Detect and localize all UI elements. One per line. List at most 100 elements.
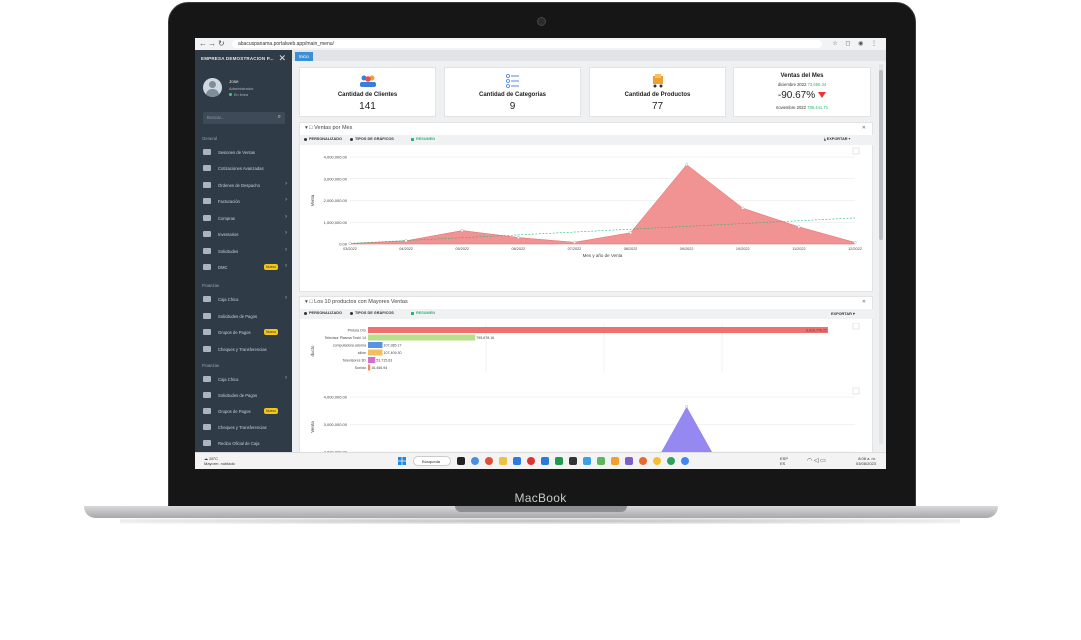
card-title: Cantidad de Clientes: [337, 92, 398, 98]
chrome-icon[interactable]: [485, 457, 493, 465]
custom-button[interactable]: PERSONALIZADO: [304, 311, 342, 315]
new-badge: Nuevo: [264, 264, 279, 270]
scrollbar-track[interactable]: [879, 64, 883, 444]
export-button[interactable]: ⤓ EXPORTAR ▾: [824, 137, 851, 141]
folder-icon[interactable]: [611, 457, 619, 465]
language-indicator[interactable]: ESP ES: [780, 456, 789, 466]
sidebar-item-despacho[interactable]: Órdenes de Despacho ›: [195, 179, 292, 193]
settings-icon[interactable]: [583, 457, 591, 465]
chart-types-button[interactable]: TIPOS DE GRÁFICOS: [350, 311, 394, 315]
sidebar-item-solicitudes-pagos-2[interactable]: Solicitudes de Pagos: [195, 389, 292, 403]
data-point: [572, 240, 576, 244]
data-point: [853, 240, 857, 244]
sidebar-item-cheques[interactable]: Cheques y Transferencias: [195, 343, 292, 357]
back-icon[interactable]: ←: [199, 39, 207, 48]
app-icon[interactable]: [667, 457, 675, 465]
summary-button[interactable]: RESUMEN: [411, 137, 435, 141]
bar: [368, 327, 828, 333]
request-icon: [203, 248, 211, 254]
custom-button[interactable]: PERSONALIZADO: [304, 137, 342, 141]
payment-icon: [203, 313, 211, 319]
data-point: [516, 235, 520, 239]
chrome-active-icon[interactable]: [681, 457, 689, 465]
new-badge: Nuevo: [264, 329, 279, 335]
sidebar-item-compras[interactable]: Compras ›: [195, 212, 292, 226]
bar-category-label: Sonido: [355, 366, 366, 370]
check-icon: [203, 424, 211, 430]
sidebar-item-dmc[interactable]: DMC Nuevo ›: [195, 261, 292, 275]
sidebar-item-grupos-pagos-2[interactable]: Grupos de Pagos Nuevo: [195, 405, 292, 419]
sidebar-item-sesiones[interactable]: Sesiones de Ventas: [195, 146, 292, 160]
sidebar-item-solicitudes[interactable]: Solicitudes ›: [195, 245, 292, 259]
search-icon[interactable]: ⌕: [277, 114, 281, 120]
close-icon[interactable]: ✕: [861, 299, 866, 305]
summary-button[interactable]: RESUMEN: [411, 311, 435, 315]
sidebar-item-caja-chica[interactable]: Caja Chica ›: [195, 293, 292, 307]
sidebar-item-cheques-2[interactable]: Cheques y Transferencias: [195, 421, 292, 435]
weather-widget[interactable]: ☁ 28°C Mayorm. nublado: [204, 456, 235, 466]
sidebar-item-inventarios[interactable]: Inventarios ›: [195, 228, 292, 242]
clock[interactable]: 8:08 a. m. 03/08/2023: [855, 456, 876, 466]
app-icon[interactable]: [597, 457, 605, 465]
taskbar-search[interactable]: Búsqueda: [413, 456, 451, 466]
y-tick-label: 2,000,000.00: [324, 450, 348, 453]
taskbar: ☁ 28°C Mayorm. nublado Búsqueda ESP ES ◠ ◁…: [195, 452, 886, 469]
bar-value-label: 107,385.17: [383, 343, 401, 347]
sidebar-item-facturacion[interactable]: Facturación ›: [195, 195, 292, 209]
series-area: [349, 164, 856, 245]
bar-value-label: 53,715.63: [376, 358, 392, 362]
chart-types-button[interactable]: TIPOS DE GRÁFICOS: [350, 137, 394, 141]
word-icon[interactable]: [541, 457, 549, 465]
close-icon[interactable]: ✕: [861, 125, 866, 131]
explorer-icon[interactable]: [499, 457, 507, 465]
laptop-base: [84, 506, 998, 518]
edge-icon[interactable]: [513, 457, 521, 465]
tab-inicio[interactable]: Inicio: [295, 52, 313, 61]
chart-toolbar: PERSONALIZADO TIPOS DE GRÁFICOS RESUMEN …: [300, 309, 874, 319]
firefox-icon[interactable]: [639, 457, 647, 465]
shadow: [120, 518, 960, 524]
sidebar-item-caja-chica-2[interactable]: Caja Chica ›: [195, 373, 292, 387]
chat-icon[interactable]: [471, 457, 479, 465]
browser-actions-icon[interactable]: ☆ ◻ ◉ ⋮: [832, 41, 880, 47]
chart-menu-icon: [852, 387, 860, 395]
excel-icon[interactable]: [555, 457, 563, 465]
close-icon[interactable]: ✕: [278, 53, 286, 63]
card-clientes: Cantidad de Clientes 141: [299, 67, 436, 117]
card-title: Cantidad de Productos: [624, 92, 691, 98]
user-role: Administrador: [229, 86, 254, 91]
data-point: [685, 405, 689, 409]
export-button[interactable]: EXPORTAR ▾: [831, 312, 855, 316]
card-value: 141: [359, 101, 376, 112]
bar-value-label: 3,410,776.22: [806, 328, 827, 332]
gear-icon: [304, 311, 307, 315]
chart-top-productos: Pintura Oro 3,410,776.22 Televisor Plasma …: [310, 323, 860, 373]
data-point: [741, 206, 745, 210]
address-bar[interactable]: abacuspanama.portalweb.app/main_menu/: [232, 40, 822, 48]
scrollbar-thumb[interactable]: [879, 70, 883, 240]
app-icon[interactable]: [653, 457, 661, 465]
forward-icon[interactable]: →: [208, 39, 216, 48]
sidebar-item-cotizaciones[interactable]: Cotizaciones Avanzadas: [195, 162, 292, 176]
chevron-right-icon: ›: [285, 181, 287, 187]
receipt-icon: [203, 440, 211, 446]
chart-menu-icon: [852, 147, 860, 155]
user-name: Jose: [229, 79, 239, 84]
y-tick-label: 0.00: [339, 242, 348, 247]
task-view-icon[interactable]: [457, 457, 465, 465]
terminal-icon[interactable]: [569, 457, 577, 465]
sidebar-item-solicitudes-pagos[interactable]: Solicitudes de Pagos: [195, 310, 292, 324]
card-ventas-mes: Ventas del Mes diciembre 2022 73,650.34 …: [733, 67, 871, 117]
sidebar-item-recibo[interactable]: Recibo Oficial de Caja: [195, 437, 292, 451]
data-point: [629, 231, 633, 235]
wifi-icon[interactable]: ◠ ◁ ▭: [807, 458, 826, 464]
arrow-down-icon: [818, 92, 827, 99]
bar-category-label: sillon: [358, 351, 366, 355]
sidebar-search[interactable]: Buscar... ⌕: [203, 112, 285, 124]
group-icon: [203, 408, 211, 414]
teams-icon[interactable]: [625, 457, 633, 465]
sidebar-item-grupos-pagos[interactable]: Grupos de Pagos Nuevo: [195, 326, 292, 340]
opera-icon[interactable]: [527, 457, 535, 465]
windows-start-icon[interactable]: [398, 457, 406, 465]
reload-icon[interactable]: ↻: [218, 39, 225, 48]
